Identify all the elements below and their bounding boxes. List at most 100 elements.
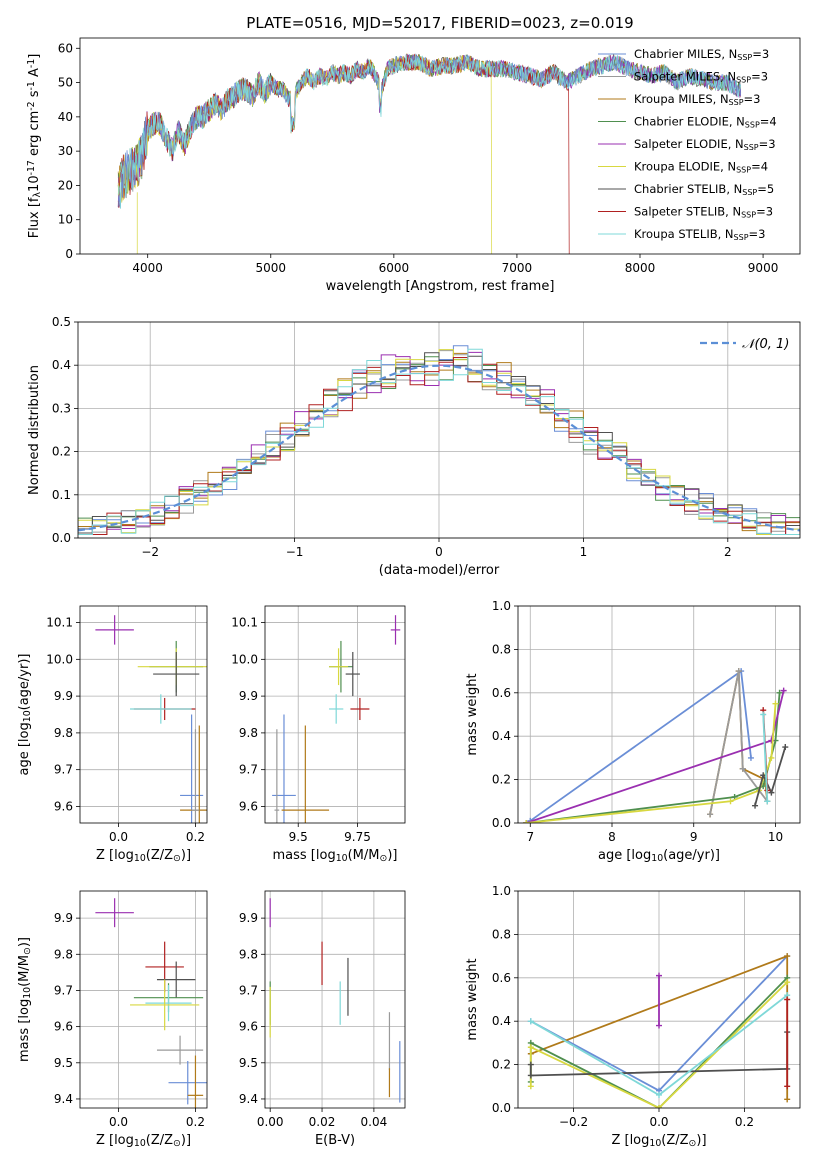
label-part: Z [log [96, 1133, 134, 1148]
y-tick-label: 9.7 [239, 763, 258, 777]
y-tick-label: 0.2 [52, 445, 71, 459]
mass-weight-vs-age-marks [523, 668, 789, 823]
x-tick-label: 0.2 [186, 830, 205, 844]
y-tick-label: 9.6 [239, 1020, 258, 1034]
y-tick-label: 9.9 [239, 689, 258, 703]
y-tick-label: 9.7 [54, 763, 73, 777]
label-part: 10 [27, 175, 42, 192]
legend-tail: =3 [759, 137, 776, 151]
spectrum-line-0 [117, 53, 742, 209]
y-tick-label: 9.7 [239, 983, 258, 997]
x-tick-label: 0.2 [735, 1115, 754, 1129]
x-tick-label: 10 [768, 830, 783, 844]
label-part: ] [27, 54, 42, 59]
x-tick-label: 5000 [255, 261, 286, 275]
histogram-series-7 [78, 357, 800, 535]
weight-marker-4 [656, 1105, 662, 1108]
x-tick-label: 4000 [132, 261, 163, 275]
age-vs-Z-marks [95, 615, 207, 823]
legend-main: Kroupa MILES, N [634, 92, 729, 106]
y-tick-label: 10.1 [46, 616, 73, 630]
label-part: (age/yr)] [663, 848, 720, 863]
y-tick-label: 1.0 [492, 599, 511, 613]
mass-weight-vs-age-panel: 7 8 9 10 0.0 0.2 0.4 0.6 0.8 1.0 [492, 599, 801, 844]
x-tick-label: 0.02 [309, 1115, 336, 1129]
y-axis-label: age [log10(age/yr)] [17, 654, 33, 776]
weight-marker-6 [656, 1091, 662, 1098]
legend-label-4: Salpeter ELODIE, NSSP=3 [634, 137, 776, 152]
label-part: (age/yr)] [17, 654, 32, 711]
figure-title: PLATE=0516, MJD=52017, FIBERID=0023, z=0… [246, 14, 633, 32]
y-tick-label: 0.6 [492, 971, 511, 985]
y-tick-label: 40 [58, 110, 73, 124]
legend-sub: SSP [742, 188, 757, 197]
weight-marker-2 [656, 1022, 662, 1029]
weight-marker-4 [784, 979, 791, 986]
y-axis-label: mass weight [465, 958, 480, 1040]
label-part: (M/M [348, 848, 380, 863]
legend-label-normal: 𝒩(0, 1) [742, 337, 789, 352]
weight-marker-7 [784, 996, 791, 1003]
y-tick-label: 9.5 [54, 1056, 73, 1070]
label-part: (data-model)/error [379, 563, 500, 578]
y-tick-label: 0 [65, 247, 73, 261]
weight-marker-2 [735, 668, 742, 675]
x-axis-label: Z [log10(Z/Z⊙)] [611, 1133, 706, 1149]
label-part: )] [696, 1133, 706, 1148]
weight-marker-5 [527, 1072, 534, 1079]
legend-main: Chabrier ELODIE, N [634, 115, 745, 129]
normal-curve [78, 364, 800, 532]
label-part: A [27, 68, 42, 81]
y-tick-label: 9.6 [239, 799, 258, 813]
label-part: age [log [598, 848, 651, 863]
legend-tail: =4 [751, 160, 768, 174]
y-tick-label: 9.9 [54, 689, 73, 703]
x-tick-label: 0.04 [361, 1115, 388, 1129]
x-axis-label: (data-model)/error [379, 563, 500, 578]
y-tick-label: 0.0 [52, 531, 71, 545]
label-part: (Z/Z [661, 1133, 688, 1148]
label-part: -1 [26, 81, 37, 90]
legend-sub: SSP [736, 166, 751, 175]
x-axis-label: E(B-V) [315, 1133, 355, 1148]
y-tick-label: 9.4 [239, 1092, 258, 1106]
weight-marker-2 [707, 811, 714, 818]
y-tick-label: 0.2 [492, 773, 511, 787]
axes-frame [79, 37, 801, 255]
x-tick-label: 2 [724, 545, 732, 559]
legend-sub: SSP [744, 143, 759, 152]
age-vs-mass-marks [272, 615, 401, 823]
y-tick-label: 0.4 [492, 729, 511, 743]
axes-frame [79, 605, 208, 824]
label-part: 10 [336, 853, 348, 864]
weight-line-8 [762, 714, 769, 802]
histogram-series-6 [78, 352, 800, 534]
weight-marker-6 [768, 789, 775, 796]
y-tick-label: 0.4 [492, 1014, 511, 1028]
x-tick-label: 9 [690, 830, 698, 844]
y-tick-label: 9.8 [239, 947, 258, 961]
label-part: 10 [134, 1138, 146, 1149]
weight-marker-2 [656, 972, 662, 979]
y-tick-label: 10.0 [46, 652, 73, 666]
plot-layer: 4000 5000 6000 7000 8000 90000102030405060wav… [17, 37, 801, 1149]
label-part: wavelength [Angstrom, rest frame] [326, 279, 555, 294]
y-tick-label: 0.3 [52, 401, 71, 415]
x-tick-label: 0.00 [257, 1115, 284, 1129]
y-tick-label: 0.8 [492, 927, 511, 941]
legend-main: Salpeter ELODIE, N [634, 137, 744, 151]
weight-marker-5 [772, 700, 779, 707]
weight-line-5 [526, 703, 777, 823]
legend-main: Chabrier STELIB, N [634, 182, 742, 196]
x-tick-label: 8 [608, 830, 616, 844]
x-tick-label: 0.0 [649, 1115, 668, 1129]
y-tick-label: 1.0 [492, 884, 511, 898]
axes-frame [264, 605, 406, 824]
age-vs-mass-panel: 9.5 9.75 9.6 9.7 9.8 9.9 10.0 10.1 [231, 605, 406, 844]
mass-vs-Z-panel: 0.0 0.2 9.4 9.5 9.6 9.7 9.8 9.9 [54, 890, 208, 1129]
legend-sub: SSP [734, 233, 749, 242]
y-tick-label: 60 [58, 41, 73, 55]
weight-line-2 [709, 670, 769, 815]
weight-marker-6 [527, 1018, 534, 1025]
label-part: Flux [f [27, 197, 42, 238]
